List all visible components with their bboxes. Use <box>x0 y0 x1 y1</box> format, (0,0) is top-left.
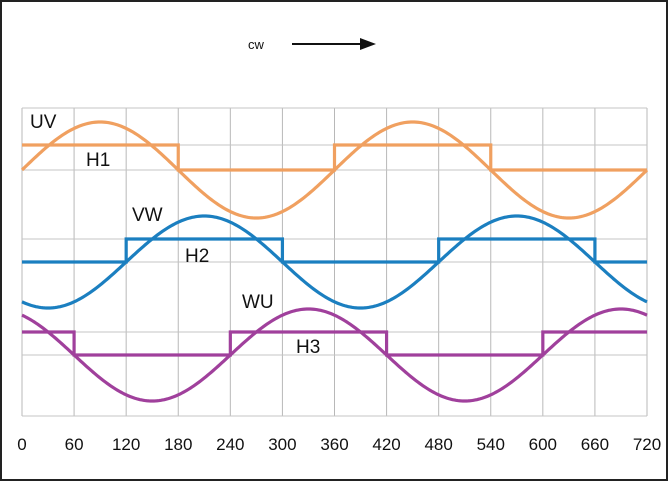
label-layer: 0 60 120 180 240 300 360 420 480 540 600 660 720 UV H1… <box>17 112 661 454</box>
series-label-wu: WU <box>242 292 274 313</box>
x-tick-label: 60 <box>65 435 84 454</box>
series-label-h2: H2 <box>185 246 209 267</box>
series-line-h3 <box>22 330 647 357</box>
direction-label: cw <box>248 37 265 52</box>
x-tick-label: 180 <box>164 435 192 454</box>
series-label-h1: H1 <box>86 150 110 171</box>
direction-indicator: cw <box>248 37 376 52</box>
x-tick-label: 120 <box>112 435 140 454</box>
series-label-h3: H3 <box>296 337 320 358</box>
x-tick-label: 600 <box>529 435 557 454</box>
series-line-h1 <box>22 143 647 172</box>
x-tick-label: 360 <box>320 435 348 454</box>
x-tick-label: 720 <box>633 435 661 454</box>
direction-arrow-head <box>360 38 376 50</box>
x-tick-label: 0 <box>17 435 26 454</box>
series-label-uv: UV <box>30 112 57 133</box>
x-tick-label: 420 <box>372 435 400 454</box>
series-line-h2 <box>22 237 647 264</box>
x-tick-label: 480 <box>424 435 452 454</box>
x-tick-label: 660 <box>581 435 609 454</box>
plot-layer <box>20 120 649 403</box>
series-label-vw: VW <box>132 205 163 226</box>
x-tick-label: 540 <box>477 435 505 454</box>
x-tick-label: 300 <box>268 435 296 454</box>
x-tick-label: 240 <box>216 435 244 454</box>
